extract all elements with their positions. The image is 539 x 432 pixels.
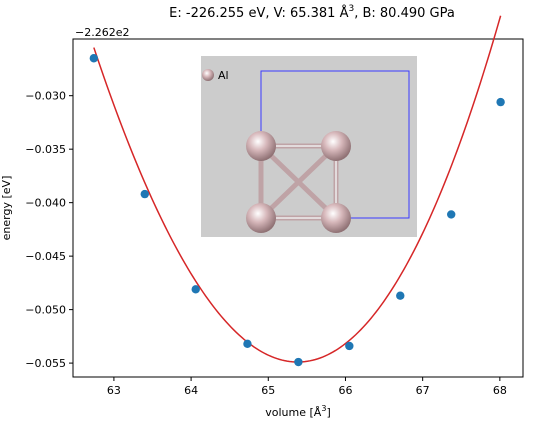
data-point [243,339,252,349]
data-point [345,341,354,351]
x-tick-label: 67 [416,384,430,397]
bond [258,143,339,221]
x-tick-label: 66 [338,384,352,397]
y-tick-label: −0.045 [25,250,66,263]
data-point [89,54,99,63]
al-atom [321,131,351,161]
chart-title: E: -226.255 eV, V: 65.381 Å3, B: 80.490 … [169,4,455,21]
y-axis-label: energy [eV] [0,176,13,241]
y-tick-label: −0.040 [25,197,66,210]
data-points [89,54,505,367]
x-tick-label: 68 [493,384,507,397]
data-point [447,210,456,219]
x-axis-ticks: 63 64 65 66 67 68 [107,377,507,397]
y-tick-label: −0.050 [25,304,66,317]
al-atom [246,203,276,233]
plot-frame [72,38,524,378]
y-tick-label: −0.035 [25,143,66,156]
data-point [396,291,405,300]
al-atom [246,131,276,161]
y-offset-label: −2.262e2 [75,26,129,39]
y-axis-ticks: −0.030 −0.035 −0.040 −0.045 −0.050 −0.055 [25,90,73,370]
inset-legend-label: Al [218,69,229,82]
legend-atom-swatch [202,69,214,81]
data-point [496,97,505,107]
data-point [294,357,303,367]
data-point [191,285,200,294]
al-atom [321,203,351,233]
x-tick-label: 64 [184,384,198,397]
data-point [140,189,149,199]
x-tick-label: 63 [107,384,121,397]
y-tick-label: −0.055 [25,357,66,370]
x-axis-label: volume [Å3] [265,404,330,419]
structure-inset: Al [201,56,417,237]
x-tick-label: 65 [261,384,275,397]
y-tick-label: −0.030 [25,90,66,103]
